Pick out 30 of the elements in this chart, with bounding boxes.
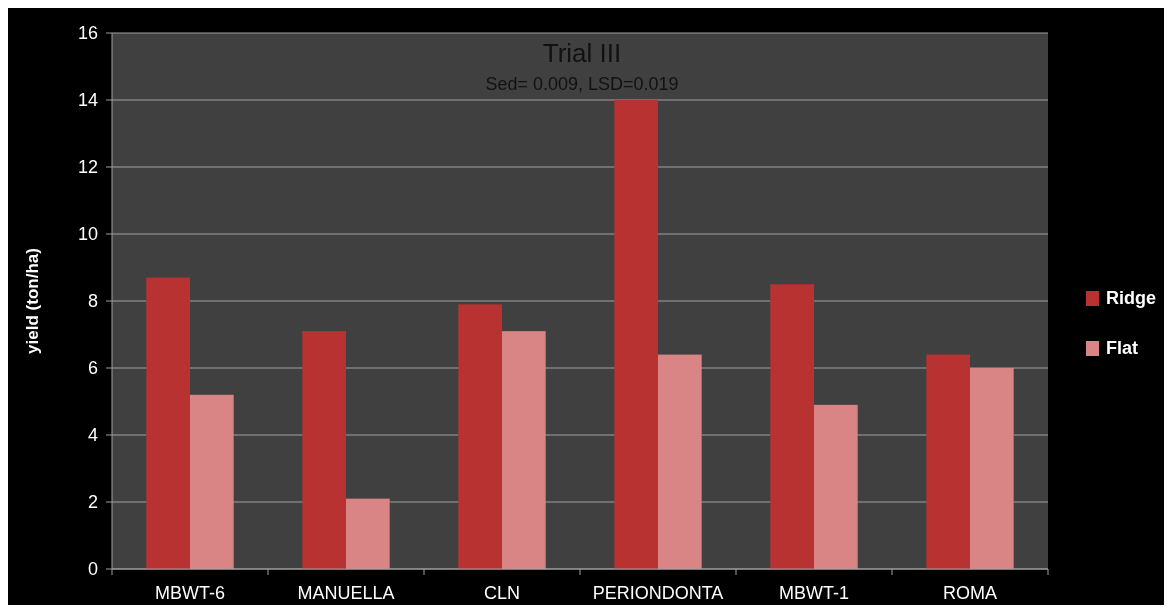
bar [814, 404, 858, 569]
bar [346, 498, 390, 569]
bar [926, 354, 970, 569]
x-tick-label: PERIONDONTA [592, 583, 724, 603]
x-tick-label: MBWT-6 [155, 583, 225, 603]
y-tick-label: 10 [77, 224, 98, 245]
bar [770, 284, 814, 569]
y-tick-label: 12 [77, 157, 98, 178]
bar [458, 304, 502, 569]
y-tick-label: 6 [87, 358, 98, 379]
bar [658, 354, 702, 569]
x-tick-label: ROMA [943, 583, 997, 603]
y-tick-label: 4 [87, 425, 98, 446]
x-tick-label: MANUELLA [297, 583, 395, 603]
bar [302, 331, 346, 569]
x-tick-label: CLN [483, 583, 521, 603]
y-tick-label: 0 [87, 559, 98, 580]
bar [970, 368, 1014, 569]
y-tick-label: 14 [77, 90, 98, 111]
bar [614, 100, 658, 569]
y-tick-label: 16 [77, 23, 98, 44]
bar [502, 331, 546, 569]
bar [190, 394, 234, 569]
legend-label: Flat [1106, 338, 1139, 359]
legend-label: Ridge [1106, 288, 1157, 309]
y-tick-label: 2 [87, 492, 98, 513]
y-tick-label: 8 [87, 291, 98, 312]
y-axis-title: yield (ton/ha) [23, 248, 42, 354]
bar [146, 277, 190, 569]
x-tick-label: MBWT-1 [779, 583, 849, 603]
